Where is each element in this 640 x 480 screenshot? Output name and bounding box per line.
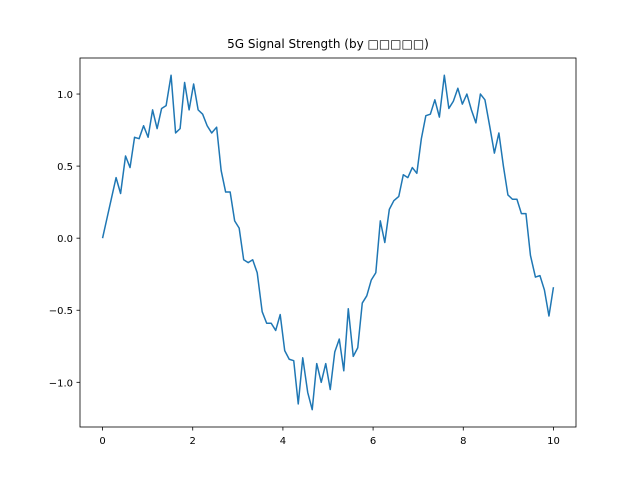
y-tick-label: −1.0 [49,378,73,389]
y-tick-label: 1.0 [57,90,73,101]
y-tick-label: −0.5 [49,306,73,317]
plot-frame [79,57,577,428]
chart-title: 5G Signal Strength (by □□□□□) [227,37,429,51]
x-tick-label: 10 [547,436,560,447]
data-line [101,74,555,411]
x-tick-label: 8 [460,436,466,447]
x-tick-label: 4 [280,436,286,447]
x-tick-label: 2 [190,436,196,447]
y-tick-label: 0.0 [57,234,73,245]
x-tick-label: 6 [370,436,376,447]
x-tick-label: 0 [99,436,105,447]
y-tick-label: 0.5 [57,162,73,173]
